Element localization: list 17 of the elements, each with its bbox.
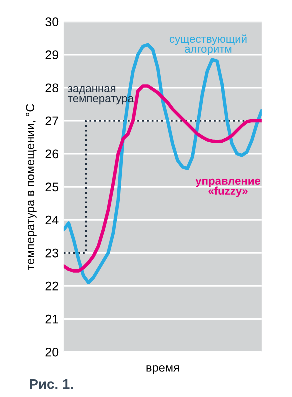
x-axis-title: время — [146, 365, 180, 374]
y-tick-label: 20 — [46, 348, 59, 357]
y-tick-label: 22 — [46, 282, 58, 291]
y-tick-label: 26 — [46, 150, 59, 159]
y-tick-label: 30 — [46, 18, 59, 26]
y-tick-label: 25 — [46, 182, 59, 192]
y-axis-title: температура в помещении, °C — [26, 104, 37, 270]
text: Рис. 1. — [30, 380, 74, 390]
y-tick-label: 24 — [46, 216, 59, 225]
y-tick-label: 23 — [46, 248, 59, 258]
y-tick-label: 29 — [46, 50, 58, 60]
y-tick-label: 27 — [46, 116, 58, 126]
y-tick-label: 28 — [46, 84, 59, 93]
y-tick-label: 21 — [46, 314, 58, 324]
series-label: существующий алгоритм — [170, 34, 247, 56]
line-series — [64, 84, 262, 273]
text: управление «fuzzy» — [196, 178, 261, 198]
